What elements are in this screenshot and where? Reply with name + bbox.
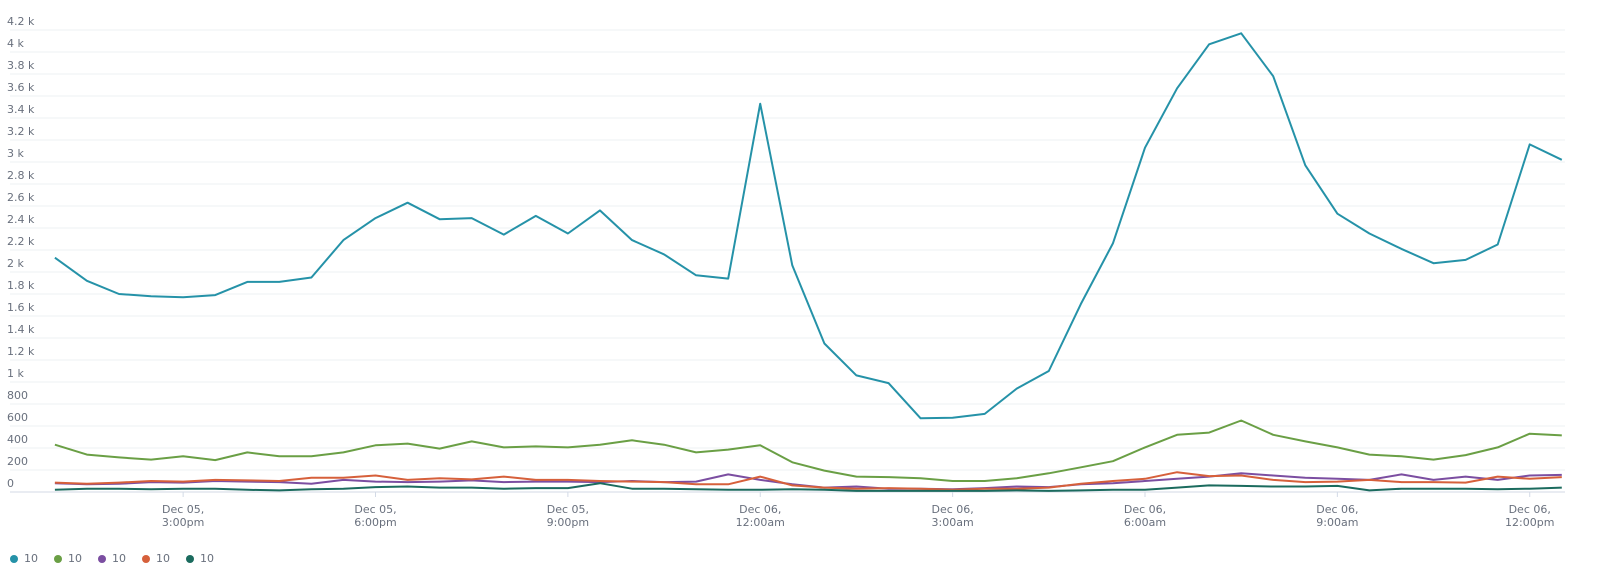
legend-swatch [98,554,106,563]
legend-swatch [186,554,194,563]
y-tick-label: 1 k [7,367,24,380]
y-tick-label: 3.2 k [7,125,35,138]
legend-swatch [54,554,62,563]
y-tick-label: 1.8 k [7,279,35,292]
legend-label: 10 [156,552,170,565]
x-tick-label: Dec 06, 12:00pm [1505,503,1555,529]
y-tick-label: 2.4 k [7,213,35,226]
y-tick-label: 600 [7,411,28,424]
series-line [54,471,1562,491]
y-tick-label: 800 [7,389,28,402]
legend-item: 10 [98,552,126,565]
y-tick-label: 1.4 k [7,323,35,336]
y-tick-label: 400 [7,433,28,446]
series-line [54,32,1563,420]
legend: 10 10 10 10 10 [10,552,214,565]
y-tick-label: 1.2 k [7,345,35,358]
y-tick-label: 4.2 k [7,15,35,28]
legend-swatch [10,554,18,563]
y-tick-label: 1.6 k [7,301,35,314]
y-tick-label: 3.8 k [7,59,35,72]
x-tick-label: Dec 05, 6:00pm [354,503,397,529]
y-tick-label: 3.4 k [7,103,35,116]
series-line [54,419,1562,482]
legend-item: 10 [10,552,38,565]
legend-item: 10 [186,552,214,565]
legend-label: 10 [200,552,214,565]
legend-item: 10 [54,552,82,565]
y-tick-label: 0 [7,477,14,490]
x-tick-label: Dec 05, 9:00pm [546,503,590,529]
x-tick-label: Dec 06, 3:00am [931,503,974,529]
y-tick-label: 3 k [7,147,24,160]
y-tick-label: 200 [7,455,28,468]
y-tick-label: 2.6 k [7,191,35,204]
legend-label: 10 [24,552,38,565]
y-tick-label: 2 k [7,257,24,270]
y-tick-label: 2.8 k [7,169,35,182]
legend-label: 10 [68,552,82,565]
legend-label: 10 [112,552,126,565]
x-tick-label: Dec 06, 9:00am [1316,503,1359,529]
legend-item: 10 [142,552,170,565]
x-tick-label: Dec 06, 12:00am [735,503,785,529]
series-line [54,482,1562,492]
y-tick-label: 4 k [7,37,24,50]
y-tick-label: 2.2 k [7,235,35,248]
y-tick-label: 3.6 k [7,81,35,94]
x-tick-label: Dec 06, 6:00am [1123,503,1167,529]
legend-swatch [142,554,150,563]
x-tick-label: Dec 05, 3:00pm [161,503,205,529]
